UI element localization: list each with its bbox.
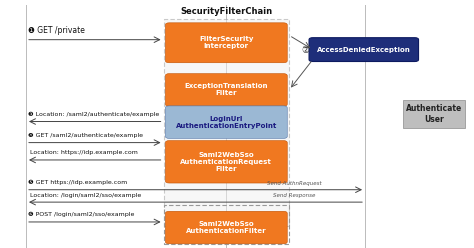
- FancyBboxPatch shape: [165, 74, 287, 106]
- Text: ❺ GET https://idp.example.com: ❺ GET https://idp.example.com: [28, 180, 128, 185]
- Text: LoginUrl
AuthenticationEntryPoint: LoginUrl AuthenticationEntryPoint: [176, 116, 277, 129]
- Text: Saml2WebSso
AuthenticationRequest
Filter: Saml2WebSso AuthenticationRequest Filter: [181, 152, 272, 172]
- FancyBboxPatch shape: [403, 100, 465, 128]
- FancyBboxPatch shape: [165, 141, 287, 183]
- Text: Send AuthnRequest: Send AuthnRequest: [266, 181, 321, 186]
- Text: ②: ②: [301, 46, 310, 55]
- FancyBboxPatch shape: [165, 23, 287, 63]
- Text: FilterSecurity
Interceptor: FilterSecurity Interceptor: [199, 36, 254, 49]
- FancyBboxPatch shape: [309, 38, 419, 62]
- Text: ❻ POST /login/saml2/sso/example: ❻ POST /login/saml2/sso/example: [28, 212, 135, 217]
- Text: AccessDeniedException: AccessDeniedException: [317, 47, 410, 53]
- Text: Authenticate
User: Authenticate User: [406, 104, 462, 124]
- Text: ❹ GET /saml2/authenticate/example: ❹ GET /saml2/authenticate/example: [28, 133, 144, 138]
- FancyBboxPatch shape: [164, 19, 289, 226]
- Text: Saml2WebSso
AuthenticationFilter: Saml2WebSso AuthenticationFilter: [186, 221, 267, 234]
- FancyBboxPatch shape: [165, 211, 287, 244]
- Text: ❸ Location: /saml2/authenticate/example: ❸ Location: /saml2/authenticate/example: [28, 112, 160, 117]
- Text: Send Response: Send Response: [273, 193, 315, 198]
- Text: ExceptionTranslation
Filter: ExceptionTranslation Filter: [184, 83, 268, 96]
- Text: SecurityFilterChain: SecurityFilterChain: [180, 7, 273, 16]
- Text: ❶ GET /private: ❶ GET /private: [28, 26, 85, 35]
- Text: Location: /login/saml2/sso/example: Location: /login/saml2/sso/example: [28, 193, 142, 198]
- FancyBboxPatch shape: [165, 106, 287, 138]
- Text: Location: https://idp.example.com: Location: https://idp.example.com: [28, 151, 138, 155]
